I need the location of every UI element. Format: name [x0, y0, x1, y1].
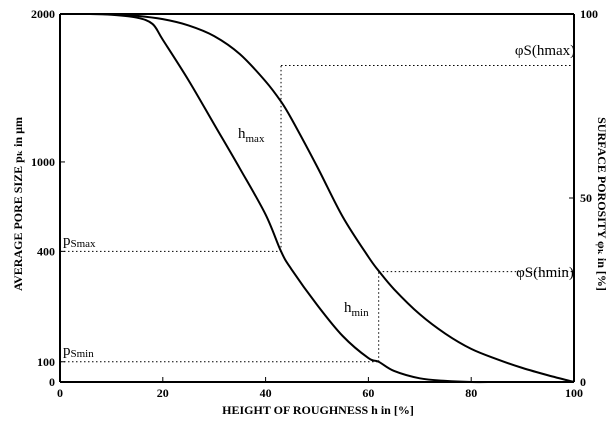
left-y-tick-label: 0: [49, 375, 55, 389]
porosity-curve: [59, 12, 575, 383]
left-y-tick-label: 1000: [31, 155, 55, 169]
left-y-tick-label: 100: [37, 355, 55, 369]
phi-s-h-min-label: φS(hmin): [516, 265, 574, 281]
x-axis-ticks: 0 20 40 60 80 100: [57, 377, 583, 400]
phi-s-h-max-label: φS(hmax): [515, 43, 575, 59]
h-min-label: hmin: [344, 300, 369, 319]
right-y-axis-title: SURFACE POROSITY φₖ in [%]: [595, 117, 609, 291]
annotations: φS(hmax) φS(hmin) hmax hmin pSmax pSmin: [63, 43, 575, 360]
right-y-axis-ticks: 100 50 0: [569, 7, 598, 389]
guide-lines: [60, 65, 574, 363]
right-y-tick-label: 0: [580, 375, 586, 389]
x-tick-label: 0: [57, 386, 63, 400]
x-tick-label: 20: [157, 386, 169, 400]
p-s-min-label: pSmin: [63, 343, 94, 360]
right-y-tick-label: 50: [580, 191, 592, 205]
pore-size-curve: [59, 12, 574, 384]
p-s-max-label: pSmax: [63, 233, 96, 250]
x-tick-label: 80: [465, 386, 477, 400]
left-y-axis-title: AVERAGE PORE SIZE pₖ in µm: [11, 117, 25, 291]
curves: [59, 12, 575, 384]
h-max-label: hmax: [238, 126, 265, 145]
plot-frame: [59, 13, 575, 383]
x-tick-label: 60: [362, 386, 374, 400]
left-y-tick-label: 400: [37, 244, 55, 258]
x-axis-title: HEIGHT OF ROUGHNESS h in [%]: [222, 403, 414, 417]
left-y-tick-label: 2000: [31, 7, 55, 21]
x-tick-label: 40: [260, 386, 272, 400]
x-tick-label: 100: [565, 386, 583, 400]
right-y-tick-label: 100: [580, 7, 598, 21]
